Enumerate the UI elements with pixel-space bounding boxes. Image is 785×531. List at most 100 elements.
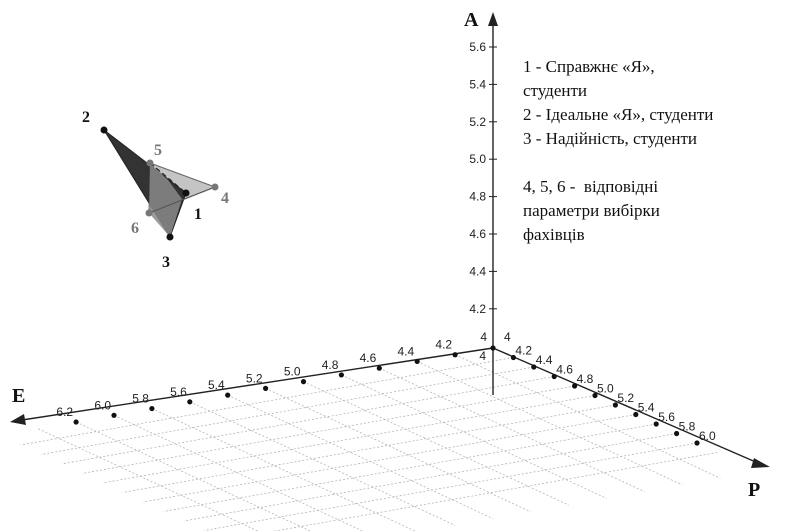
axis-a-tick-label: 5.0	[469, 152, 486, 166]
axis-a-arrow	[488, 12, 498, 26]
grid-line	[122, 404, 616, 493]
points: 1 2 3 4 5 6	[82, 109, 229, 271]
grid-line	[183, 433, 677, 522]
grid-line	[417, 361, 683, 486]
axis-e-tick	[376, 365, 382, 371]
grid-line	[151, 408, 416, 531]
axis-p-tick	[674, 430, 680, 437]
grid-line	[189, 401, 456, 526]
point-4	[211, 183, 219, 191]
point-label-5: 5	[154, 142, 162, 159]
legend-line-1: 1 - Справжнє «Я», студенти	[523, 57, 655, 100]
axis-e-tick	[263, 385, 269, 391]
grid-line	[227, 394, 494, 519]
axis-e-tick	[414, 358, 420, 365]
axis-a-tick-label: 4.4	[469, 264, 486, 278]
axis-e-tick	[111, 412, 117, 418]
origin-point	[490, 345, 496, 351]
floor-grid	[20, 354, 721, 531]
axis-e-tick	[338, 372, 344, 378]
axis-e-tick-label: 4	[504, 330, 511, 344]
axis-a-tick-label: 4.6	[469, 227, 486, 241]
point-label-4: 4	[221, 190, 229, 207]
edge-6-4	[148, 186, 216, 214]
legend: 1 - Справжнє «Я», студенти 2 - Ідеальне …	[523, 55, 785, 247]
axis-p-tick-label: 4.8	[577, 372, 594, 386]
point-3	[166, 233, 174, 241]
axis-p-tick-label: 5.6	[658, 410, 675, 424]
axis-p-tick-label: 4.4	[536, 353, 553, 367]
point-5	[146, 159, 154, 167]
point-6	[145, 209, 153, 217]
axis-p-tick	[633, 411, 639, 418]
axis-e-tick-label: 4.6	[360, 351, 377, 365]
grid-line	[341, 374, 607, 499]
axis-a-name: A	[464, 9, 479, 31]
grid-line	[379, 367, 645, 493]
axis-e-tick-label: 4.4	[398, 344, 415, 358]
axis-e-name: E	[12, 385, 25, 407]
point-label-6: 6	[131, 220, 139, 237]
axis-a-tick-label: 5.4	[469, 77, 486, 91]
grid-line	[20, 357, 514, 446]
triangles	[103, 129, 217, 239]
grid-line	[454, 354, 721, 479]
axis-e-tick	[73, 419, 79, 425]
axis-p-name: P	[748, 479, 760, 501]
point-label-2: 2	[82, 109, 90, 126]
grid-line	[102, 395, 596, 484]
grid-line	[204, 442, 698, 531]
axis-e-tick-label: 6.2	[56, 405, 73, 419]
axis-a-tick-label: 5.2	[469, 115, 486, 129]
axis-e-tick-label: 5.2	[246, 371, 263, 385]
axis-e-tick	[300, 379, 307, 385]
axis-p-arrow	[751, 458, 770, 468]
legend-line-4: 4, 5, 6 - відповідні параметри вибірки ф…	[523, 177, 660, 244]
axis-e-tick-label: 5.8	[132, 392, 149, 406]
axis-e-tick-label: 4.8	[322, 358, 339, 372]
legend-line-3: 3 - Надійність, студенти	[523, 129, 698, 148]
legend-line-2: 2 - Ідеальне «Я», студенти	[523, 105, 714, 124]
grid-line	[38, 428, 259, 531]
axis-e-tick	[225, 392, 231, 398]
axis-a-tick-label: 5.6	[469, 40, 486, 54]
axis-e-tick-label: 4.2	[435, 338, 452, 352]
grid-line	[61, 376, 555, 465]
axis-p-tick-label: 5.8	[679, 420, 696, 434]
triangle-overlap	[149, 163, 182, 237]
grid-line	[81, 385, 575, 474]
grid-line	[273, 452, 718, 531]
axis-a-tick-label: 4	[480, 330, 487, 344]
origin-label: 4	[479, 349, 486, 363]
grid-line	[75, 421, 312, 531]
axis-ticks: 5.65.45.25.04.84.64.44.24 44.24.44.64.85.…	[56, 40, 716, 446]
axis-p-tick	[612, 402, 619, 408]
axis-p-tick	[592, 392, 598, 399]
axis-e-tick	[452, 352, 458, 358]
axis-e-tick-label: 5.0	[284, 365, 301, 379]
axis-p-tick	[551, 373, 557, 380]
axis-a-tick-label: 4.2	[469, 302, 486, 316]
axis-a-tick-label: 4.8	[469, 190, 486, 204]
axis-e-tick-label: 5.6	[170, 385, 187, 399]
axis-p-tick	[694, 440, 700, 446]
point-1	[182, 189, 190, 197]
point-2	[100, 126, 108, 134]
point-label-3: 3	[162, 254, 170, 271]
axis-p-tick	[531, 364, 537, 370]
grid-line	[303, 381, 569, 506]
axis-e-tick-label: 6.0	[94, 398, 111, 412]
axis-p-tick-label: 5.4	[638, 401, 655, 415]
axis-p-tick-label: 6.0	[699, 429, 716, 443]
axis-e-tick	[187, 399, 193, 405]
axis-p-tick-label: 4.2	[515, 344, 532, 358]
axis-e-arrow	[10, 414, 26, 425]
axis-p-tick-label: 4.6	[556, 363, 573, 377]
grid-line	[143, 414, 636, 503]
axis-p-tick	[653, 421, 659, 427]
axis-e-tick	[149, 405, 155, 412]
point-label-1: 1	[194, 206, 202, 223]
grid-line	[163, 423, 657, 512]
